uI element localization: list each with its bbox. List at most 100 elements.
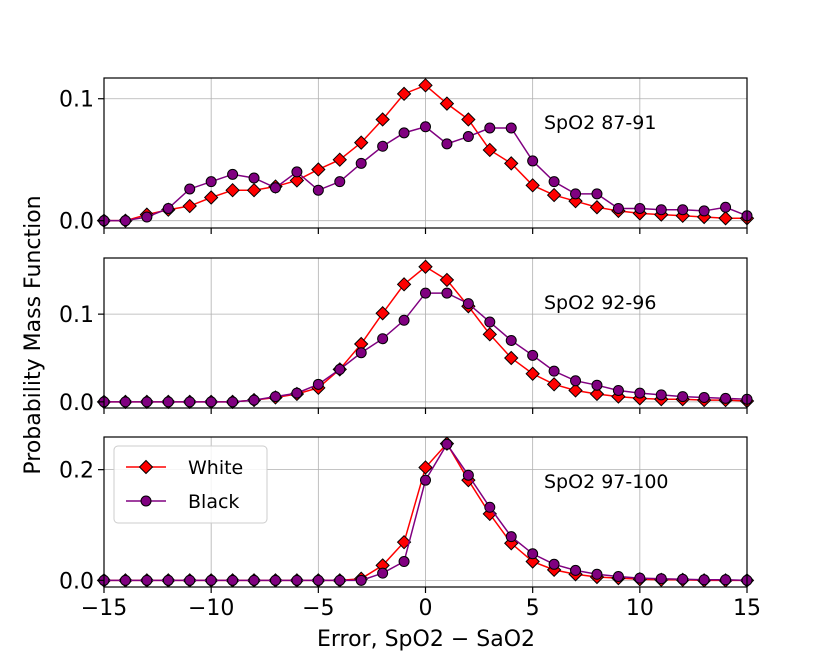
data-point-black — [527, 155, 539, 167]
panel-1: 0.0 0.1 SpO2 87-91 — [59, 77, 755, 235]
data-point-white — [525, 178, 540, 193]
data-point-white — [375, 112, 390, 127]
data-point-black — [720, 392, 732, 404]
y-axis-label: Probability Mass Function — [21, 195, 46, 474]
data-point-black — [591, 568, 603, 580]
data-point-black — [634, 202, 646, 214]
data-point-white — [311, 162, 326, 177]
data-point-black — [312, 378, 324, 390]
panel-label: SpO2 97-100 — [544, 471, 669, 493]
data-point-black — [398, 556, 410, 568]
data-point-white — [246, 182, 262, 198]
data-point-black — [227, 574, 239, 586]
x-tick-label: 0 — [419, 596, 433, 621]
data-point-black — [377, 140, 389, 152]
data-point-black — [570, 188, 582, 200]
data-point-black — [698, 205, 710, 217]
data-point-black — [441, 287, 453, 299]
data-point-black — [355, 347, 367, 359]
data-point-white — [396, 277, 412, 292]
data-point-black — [655, 204, 667, 216]
data-point-black — [505, 122, 517, 134]
data-point-black — [462, 131, 474, 143]
y-tick-label: 0.2 — [59, 459, 94, 484]
data-point-black — [441, 138, 453, 150]
data-point-black — [141, 211, 153, 223]
data-point-white — [418, 259, 433, 274]
data-point-black — [655, 573, 667, 585]
y-tick-label: 0.0 — [59, 569, 94, 594]
data-point-black — [248, 394, 260, 406]
data-point-black — [184, 574, 196, 586]
data-point-black — [291, 387, 303, 399]
data-point-white — [504, 156, 519, 171]
y-tick-label: 0.1 — [59, 88, 94, 113]
data-point-black — [184, 396, 196, 408]
x-tick-label: −10 — [188, 596, 234, 621]
legend-label-white: White — [188, 457, 243, 479]
data-point-black — [677, 391, 689, 403]
data-point-white — [332, 152, 347, 167]
data-point-black — [484, 501, 496, 513]
data-point-black — [119, 215, 131, 227]
data-point-white — [439, 272, 455, 288]
data-point-black — [248, 172, 260, 184]
data-point-black — [377, 333, 389, 345]
data-point-white — [482, 142, 498, 158]
data-point-black — [655, 389, 667, 401]
panel-3: 0.0 0.2 SpO2 97-100 — [59, 436, 755, 594]
panel-label: SpO2 92-96 — [544, 292, 656, 314]
data-point-white — [418, 78, 433, 93]
data-point-white — [525, 554, 540, 569]
data-point-white — [589, 200, 605, 215]
x-tick-label: 5 — [526, 596, 540, 621]
data-point-black — [398, 314, 410, 326]
data-point-white — [289, 173, 305, 188]
data-point-black — [269, 182, 281, 194]
data-point-black — [119, 396, 131, 408]
data-point-black — [677, 573, 689, 585]
legend-label-black: Black — [188, 491, 239, 513]
data-point-black — [248, 574, 260, 586]
legend: White Black — [113, 445, 268, 524]
data-point-black — [205, 176, 217, 188]
panel-label: SpO2 87-91 — [544, 112, 656, 134]
data-point-white — [375, 306, 390, 321]
data-point-black — [141, 396, 153, 408]
data-point-black — [355, 574, 367, 586]
y-tick-label: 0.0 — [59, 391, 94, 416]
data-point-white — [525, 366, 540, 381]
data-point-white — [396, 86, 412, 102]
data-point-black — [269, 391, 281, 403]
data-point-black — [334, 574, 346, 586]
data-point-black — [291, 574, 303, 586]
data-point-white — [182, 198, 197, 214]
data-point-black — [334, 363, 346, 375]
data-point-black — [119, 574, 131, 586]
y-tick-label: 0.0 — [59, 210, 94, 235]
data-point-black — [334, 176, 346, 188]
data-point-black — [355, 157, 367, 169]
data-point-black — [527, 548, 539, 560]
data-point-white — [353, 135, 369, 150]
data-point-black — [677, 204, 689, 216]
data-point-black — [505, 334, 517, 346]
data-point-black — [591, 188, 603, 200]
data-point-black — [205, 396, 217, 408]
data-point-black — [612, 202, 624, 214]
data-point-white — [439, 96, 455, 111]
data-point-black — [548, 365, 560, 377]
data-point-black — [612, 384, 624, 396]
data-point-white — [203, 190, 219, 205]
data-point-black — [720, 574, 732, 586]
data-point-black — [612, 570, 624, 582]
data-point-black — [227, 396, 239, 408]
data-point-white — [718, 211, 733, 226]
x-tick-label: −5 — [302, 596, 334, 621]
data-point-white — [225, 182, 240, 198]
legend-box — [113, 445, 268, 524]
data-point-black — [527, 349, 539, 361]
data-point-black — [720, 201, 732, 213]
y-tick-label: 0.1 — [59, 303, 94, 328]
